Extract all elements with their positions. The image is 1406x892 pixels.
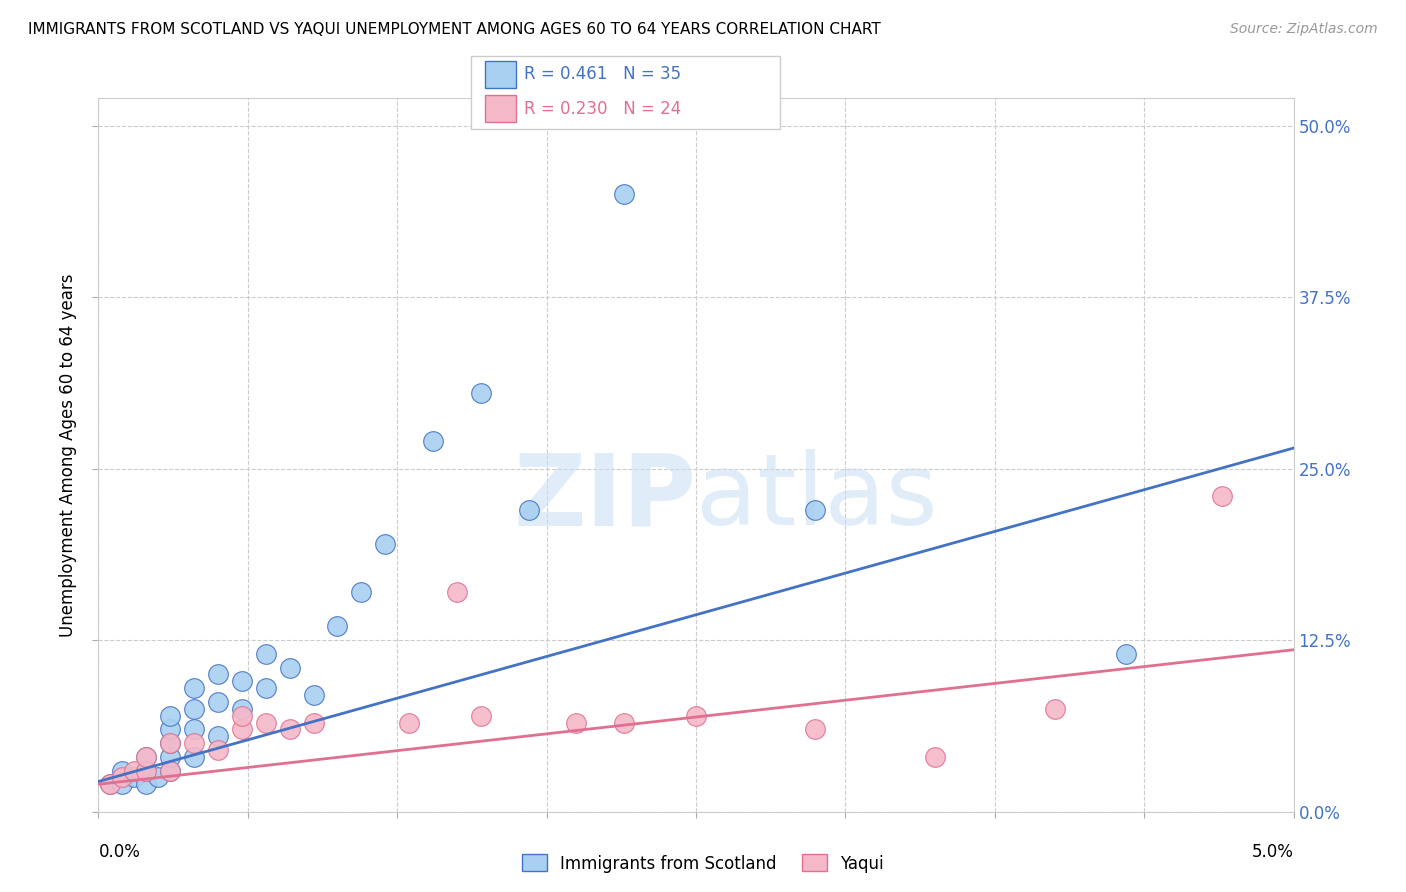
Point: [685, 708, 707, 723]
Text: R = 0.461   N = 35: R = 0.461 N = 35: [524, 65, 682, 84]
Point: [207, 667, 229, 681]
Point: [302, 715, 325, 730]
Text: 5.0%: 5.0%: [1251, 843, 1294, 861]
Point: [207, 729, 229, 743]
Point: [183, 702, 205, 716]
Point: [135, 764, 157, 778]
Point: [231, 708, 253, 723]
Point: [159, 723, 181, 737]
Point: [302, 688, 325, 702]
Point: [207, 695, 229, 709]
Point: [231, 723, 253, 737]
Point: [111, 764, 134, 778]
Point: [231, 674, 253, 689]
Point: [278, 660, 301, 674]
Point: [231, 702, 253, 716]
Point: [159, 736, 181, 750]
Point: [124, 771, 146, 785]
Point: [278, 723, 301, 737]
Point: [124, 764, 146, 778]
Text: ZIP: ZIP: [513, 450, 696, 546]
Point: [804, 723, 827, 737]
Point: [374, 537, 396, 551]
Point: [1211, 489, 1233, 503]
Point: [135, 749, 157, 764]
Point: [111, 771, 134, 785]
Point: [159, 749, 181, 764]
Point: [183, 736, 205, 750]
Point: [183, 681, 205, 696]
Point: [111, 777, 134, 791]
Text: R = 0.230   N = 24: R = 0.230 N = 24: [524, 100, 682, 118]
Point: [804, 503, 827, 517]
Point: [254, 647, 277, 661]
Point: [135, 764, 157, 778]
Point: [207, 743, 229, 757]
Point: [135, 749, 157, 764]
Y-axis label: Unemployment Among Ages 60 to 64 years: Unemployment Among Ages 60 to 64 years: [59, 273, 77, 637]
Point: [613, 715, 636, 730]
Point: [159, 736, 181, 750]
Point: [254, 681, 277, 696]
Legend: Immigrants from Scotland, Yaqui: Immigrants from Scotland, Yaqui: [516, 847, 890, 880]
Point: [254, 715, 277, 730]
Point: [1043, 702, 1066, 716]
Text: atlas: atlas: [696, 450, 938, 546]
Point: [159, 764, 181, 778]
Text: 0.0%: 0.0%: [98, 843, 141, 861]
Point: [100, 777, 122, 791]
Point: [565, 715, 588, 730]
Point: [183, 723, 205, 737]
Point: [1115, 647, 1137, 661]
Point: [398, 715, 420, 730]
Point: [135, 777, 157, 791]
Point: [100, 777, 122, 791]
Point: [326, 619, 349, 633]
Point: [350, 585, 373, 599]
Point: [470, 386, 492, 401]
Point: [446, 585, 468, 599]
Text: Source: ZipAtlas.com: Source: ZipAtlas.com: [1230, 22, 1378, 37]
Point: [470, 708, 492, 723]
Point: [183, 749, 205, 764]
Point: [422, 434, 444, 449]
Point: [613, 187, 636, 202]
Point: [159, 764, 181, 778]
Point: [159, 708, 181, 723]
Point: [517, 503, 540, 517]
Point: [924, 749, 946, 764]
Text: IMMIGRANTS FROM SCOTLAND VS YAQUI UNEMPLOYMENT AMONG AGES 60 TO 64 YEARS CORRELA: IMMIGRANTS FROM SCOTLAND VS YAQUI UNEMPL…: [28, 22, 882, 37]
Point: [148, 771, 170, 785]
